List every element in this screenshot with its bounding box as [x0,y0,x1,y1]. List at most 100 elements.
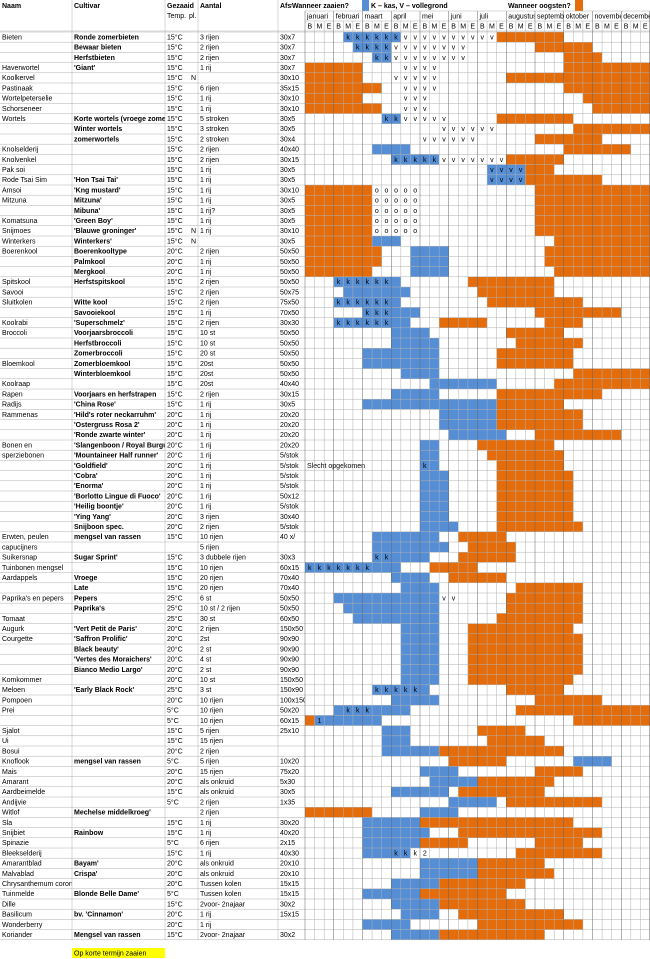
row-cultivar-cell: Herfstbroccoli [74,340,122,347]
row-temp: 15°C [167,319,183,327]
row-amount: als onkruid [200,871,234,878]
row-amount-cell: 10 rijen [200,708,223,715]
row-spacing-cell: 50x75 [280,289,299,296]
row-amount: 2voor- 2najaar [200,901,246,908]
schedule-letter: k [375,279,379,286]
row-spacing-cell: 50x20 [280,708,299,715]
schedule-letter: k [413,157,417,164]
row-amount-cell: 5 rijen [200,728,219,735]
row-spacing-cell: 40x30 [280,850,299,857]
row-temp: 5°C [167,717,179,725]
row-name-cell: Knolvenkel [2,157,37,164]
harvest-span [582,93,650,104]
row-temp: 15°C [167,727,183,735]
row-amount-cell: 10 rijen [200,534,223,541]
schedule-letter: v [404,116,408,123]
row-cultivar: Bayam' [74,861,99,868]
row-amount-cell: 20 st [200,351,215,358]
row-temp: 20°C [167,860,183,868]
row-spacing-cell: 75x50 [280,300,299,307]
row-name-cell: Ui [2,738,9,745]
schedule-letter: k [385,116,389,123]
schedule-letter: v [433,65,437,72]
week-label-cell: B [422,23,427,30]
row-name-cell: Koolraap [2,381,30,388]
header-spacing: Afstand [280,3,306,10]
row-name-cell: Koolrabi [2,320,28,327]
row-temp: 20°C [167,482,183,490]
row-temp: 15°C [167,339,183,347]
row-amount-cell: 1 rij [200,820,212,827]
row-cultivar: Winterbloemkool [74,371,131,378]
row-cultivar: Zomerbloemkool [74,361,130,368]
row-temp: 15°C [167,849,183,857]
harvest-span [305,715,315,726]
schedule-letter: v [481,157,485,164]
harvest-span [496,521,583,532]
row-amount-cell: 10 st / 2 rijen [200,606,240,613]
row-spacing-cell: 5/stok [280,504,299,511]
week-label-cell: B [451,23,456,30]
row-temp-cell: 20°C [167,870,183,878]
row-spacing-cell: 30x2 [280,901,295,908]
schedule-letter: v [452,136,456,143]
row-spacing-cell: 30x10 [280,228,299,235]
schedule-letter: v [452,55,456,62]
row-spacing-cell: 50x50 [280,351,299,358]
row-temp-cell: 20°C [167,472,183,480]
row-amount-cell: 1 rij [200,228,212,235]
schedule-letter: k [346,565,350,572]
row-amount: 6 rijen [200,840,219,847]
row-temp: 20°C [167,492,183,500]
week-label: E [499,23,504,30]
row-temp-cell: 25°C [167,615,183,623]
row-amount-cell: 2 rijen [200,45,219,52]
row-cultivar-cell: Mibuna' [74,208,100,215]
row-amount: 2 rijen [200,249,219,256]
week-label-cell: M [489,23,495,30]
row-spacing-cell: 70x40 [280,575,299,582]
row-spacing-cell: 30x5 [280,126,295,133]
sow-span [391,899,440,910]
row-temp: 25°C [167,594,183,602]
row-name: Bloemkool [2,361,35,368]
row-amount-cell: 1 rij [200,483,212,490]
row-temp: 5°C [167,758,179,766]
row-spacing-cell: 150x50 [280,677,303,684]
row-amount-cell: 2 rijen [200,300,219,307]
row-cultivar: Paprika's [74,606,105,613]
row-temp-cell: 20°C [167,625,183,633]
schedule-letter: v [404,55,408,62]
row-amount: 2 st [200,646,211,653]
schedule-letter: v [461,157,465,164]
row-cultivar-cell: Rainbow [74,830,104,837]
row-name: Pastinaak [2,85,33,92]
row-name: Boerenkool [2,249,38,256]
row-amount-cell: 1 rij [200,310,212,317]
row-temp: 15°C [167,370,183,378]
row-amount: 1 rij [200,483,212,490]
schedule-letter: v [433,136,437,143]
row-spacing: 60x50 [280,616,299,623]
row-spacing: 30x10 [280,106,299,113]
row-name: Mitzuna [2,198,27,205]
row-name-cell: Rammenas [2,412,38,419]
row-name: Knolvenkel [2,157,37,164]
sow-span [314,715,382,726]
row-name: Broccoli [2,330,27,337]
row-spacing-cell: 30x7 [280,65,295,72]
week-label: E [355,23,360,30]
row-cultivar-cell: 'Green Boy' [74,218,113,225]
row-spacing-cell: 2x15 [280,840,295,847]
row-spacing: 70x40 [280,585,299,592]
schedule-letter: o [404,228,408,235]
row-temp-cell: 15°C [167,156,183,164]
schedule-letter: v [413,75,417,82]
row-temp-cell: 15°C [167,788,183,796]
schedule-letter: k [346,708,350,715]
row-temp: 15°C [167,533,183,541]
row-spacing-cell: 100x150 [280,697,305,704]
schedule-letter: v [404,65,408,72]
row-temp: 15°C [167,227,183,235]
row-amount-cell: 1 rij [200,504,212,511]
